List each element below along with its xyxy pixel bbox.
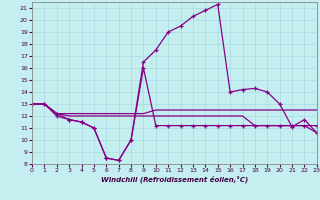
X-axis label: Windchill (Refroidissement éolien,°C): Windchill (Refroidissement éolien,°C) xyxy=(101,176,248,183)
